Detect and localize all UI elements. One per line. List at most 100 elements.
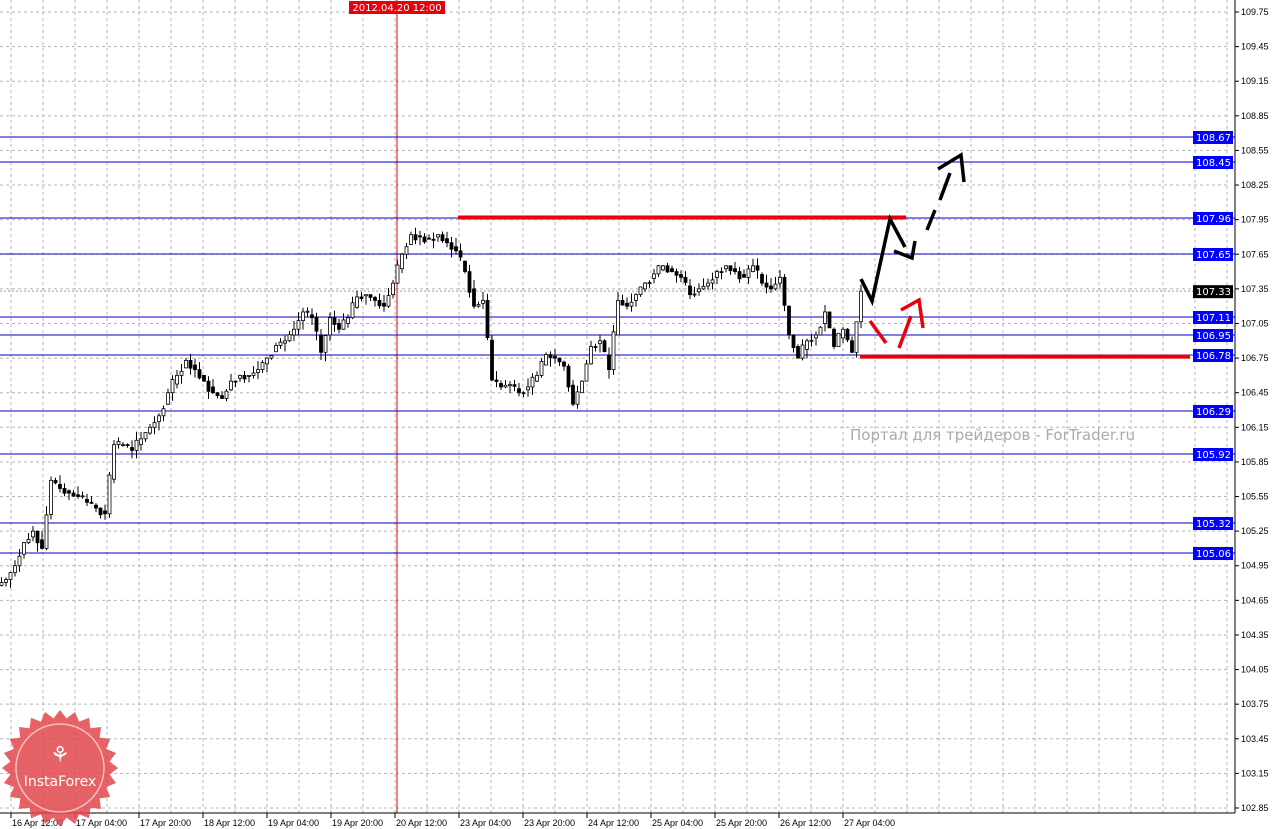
candle-body — [391, 282, 395, 296]
candle-body — [26, 538, 31, 544]
candle-body — [778, 276, 782, 284]
forecast-arrow-solid — [893, 240, 917, 261]
candle-body — [494, 379, 499, 382]
candle-body — [710, 279, 715, 284]
candle-body — [76, 494, 80, 497]
time-tick-label: 19 Apr 20:00 — [332, 818, 383, 828]
candle-body — [125, 444, 130, 447]
candle-body — [841, 328, 845, 339]
candle-body — [260, 362, 265, 371]
watermark: Портал для трейдеров - ForTrader.ru — [850, 426, 1135, 444]
price-tick-label: 104.65 — [1241, 595, 1269, 605]
candle-body — [179, 370, 184, 376]
candle-body — [274, 344, 278, 353]
alt-forecast-arrow — [868, 319, 888, 345]
price-tick-label: 108.55 — [1241, 145, 1269, 155]
price-tick-label: 104.95 — [1241, 561, 1269, 571]
candle-body — [724, 265, 728, 270]
candle-body — [404, 246, 409, 255]
candle-body — [323, 335, 328, 353]
candle-body — [422, 236, 427, 243]
price-tick-label: 105.55 — [1241, 492, 1269, 502]
candle-body — [238, 374, 242, 379]
candle-body — [233, 380, 238, 383]
level-label: 106.78 — [1196, 351, 1231, 362]
level-label: 108.67 — [1196, 133, 1231, 144]
candle-body — [602, 340, 607, 353]
candle-body — [634, 294, 638, 301]
candle-body — [0, 582, 4, 586]
candle-body — [71, 492, 76, 497]
candle-body — [539, 361, 544, 376]
candle-body — [674, 271, 679, 276]
candle-body — [94, 504, 98, 509]
candle-body — [440, 234, 445, 242]
price-tick-label: 106.45 — [1241, 388, 1269, 398]
price-tick-label: 106.75 — [1241, 353, 1269, 363]
support-resistance-levels — [0, 0, 1235, 813]
candle-body — [148, 426, 152, 434]
candle-body — [769, 285, 773, 290]
candle-body — [98, 507, 103, 516]
candle-body — [688, 285, 692, 296]
candle-body — [220, 395, 224, 399]
candle-body — [319, 334, 323, 353]
candle-body — [526, 386, 530, 391]
candle-body — [188, 359, 193, 369]
price-tick-label: 103.15 — [1241, 768, 1269, 778]
candle-body — [485, 300, 490, 338]
candle-body — [836, 332, 841, 347]
candle-body — [805, 340, 809, 350]
price-tick-label: 104.05 — [1241, 665, 1269, 675]
candle-body — [292, 328, 296, 336]
level-label-bg — [1193, 212, 1233, 225]
candle-body — [629, 301, 634, 307]
candle-body — [575, 391, 580, 405]
price-tick-label: 102.85 — [1241, 803, 1269, 813]
candle-body — [697, 288, 701, 293]
candle-body — [112, 444, 116, 480]
candle-body — [166, 392, 170, 405]
candle-body — [566, 365, 571, 388]
candle-body — [692, 293, 697, 296]
level-label: 107.11 — [1196, 313, 1231, 324]
level-label-bg — [1193, 517, 1233, 530]
candle-body — [184, 359, 188, 369]
candle-body — [337, 323, 341, 330]
candle-body — [314, 317, 319, 332]
candle-body — [143, 432, 148, 440]
candle-body — [823, 311, 827, 324]
candle-body — [395, 264, 400, 284]
alt-forecast-arrow — [897, 315, 913, 349]
time-tick-label: 23 Apr 04:00 — [460, 818, 511, 828]
candle-body — [800, 344, 805, 359]
candle-body — [832, 328, 836, 347]
candle-body — [737, 271, 742, 280]
candle-body — [409, 234, 413, 245]
candle-body — [134, 439, 139, 451]
time-tick-label: 27 Apr 04:00 — [844, 818, 895, 828]
candle-body — [589, 346, 593, 365]
candle-body — [251, 372, 256, 376]
candle-body — [332, 317, 337, 325]
candle-body — [364, 294, 368, 297]
candle-body — [103, 510, 107, 515]
candle-body — [283, 340, 287, 344]
logo-emblem-icon: ⚘ — [50, 743, 70, 768]
candle-body — [742, 274, 746, 278]
candle-body — [755, 265, 760, 271]
candle-body — [647, 282, 652, 284]
candle-body — [719, 271, 724, 273]
candle-body — [818, 326, 823, 336]
candle-body — [35, 530, 40, 544]
price-tick-label: 104.35 — [1241, 630, 1269, 640]
candle-body — [350, 302, 355, 319]
candle-body — [269, 355, 274, 359]
candle-body — [224, 390, 229, 399]
level-label-bg — [1193, 329, 1233, 342]
level-label: 106.95 — [1196, 331, 1231, 342]
candle-body — [305, 310, 310, 313]
candle-body — [202, 374, 206, 382]
